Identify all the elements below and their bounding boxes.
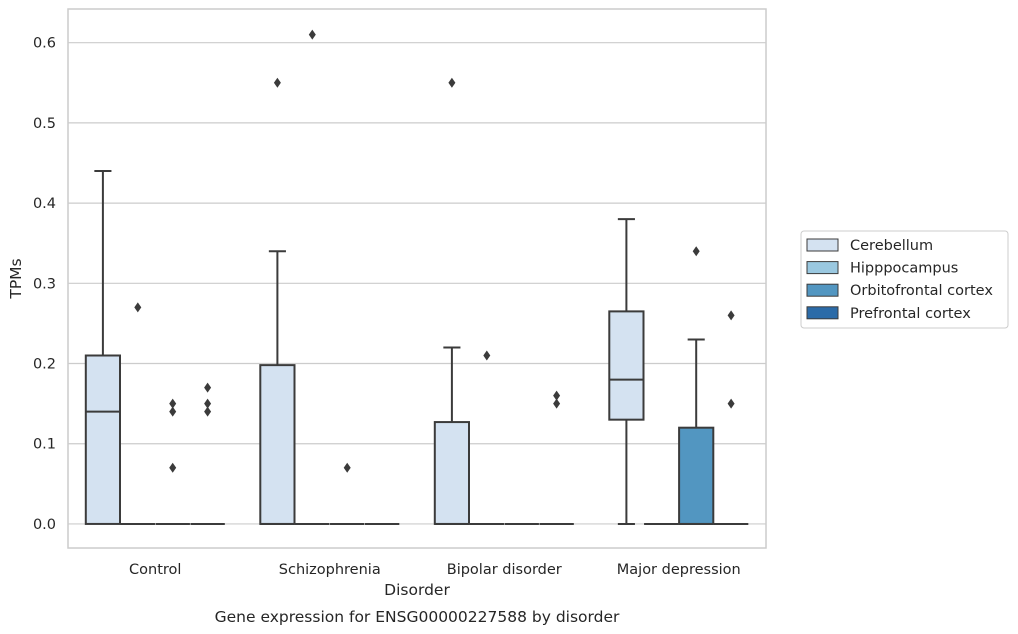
outlier-point bbox=[169, 462, 177, 473]
y-tick-label: 0.0 bbox=[33, 517, 56, 533]
legend-entry-label: Prefrontal cortex bbox=[850, 306, 971, 322]
boxes-layer bbox=[84, 29, 749, 525]
y-axis-label: TPMs bbox=[7, 258, 25, 299]
x-tick-label: Bipolar disorder bbox=[447, 562, 562, 578]
y-tick-label: 0.6 bbox=[33, 36, 56, 52]
box-orbitofrontal-cortex bbox=[330, 462, 365, 525]
y-tick-label: 0.3 bbox=[33, 276, 56, 292]
outlier-point bbox=[169, 398, 177, 409]
outlier-point bbox=[308, 29, 316, 40]
legend-swatch bbox=[806, 238, 839, 252]
legend-swatch bbox=[806, 261, 839, 275]
legend-entry-label: Orbitofrontal cortex bbox=[850, 283, 993, 299]
y-tick-label: 0.1 bbox=[33, 437, 56, 453]
y-tick-label: 0.5 bbox=[33, 116, 56, 132]
outlier-point bbox=[692, 246, 700, 257]
outlier-point bbox=[483, 350, 491, 361]
outlier-point bbox=[448, 77, 456, 88]
box-body bbox=[608, 310, 645, 421]
legend: Cerebellum Hipppocampus Orbitofrontal cort… bbox=[800, 230, 1009, 329]
box-body bbox=[84, 354, 122, 525]
legend-swatch bbox=[806, 283, 839, 297]
box-hipppocampus bbox=[295, 29, 330, 525]
outlier-point bbox=[204, 382, 212, 393]
outlier-point bbox=[273, 77, 281, 88]
ticks-layer: 0.0 0.1 0.2 0.3 0.4 0.5 0.6 Control Schizophreni… bbox=[33, 36, 741, 578]
outlier-point bbox=[553, 390, 561, 401]
outlier-point bbox=[204, 398, 212, 409]
box-orbitofrontal-cortex bbox=[678, 246, 715, 525]
outlier-point bbox=[134, 302, 142, 313]
legend-swatch bbox=[806, 306, 839, 320]
outlier-point bbox=[553, 398, 561, 409]
legend-entry-label: Hipppocampus bbox=[850, 261, 958, 277]
x-tick-label: Schizophrenia bbox=[279, 562, 381, 578]
chart-caption: Gene expression for ENSG00000227588 by d… bbox=[215, 608, 620, 626]
outlier-point bbox=[204, 406, 212, 417]
grid-layer bbox=[68, 42, 766, 525]
box-cerebellum bbox=[259, 77, 296, 525]
box-body bbox=[433, 421, 471, 525]
box-prefrontal-cortex bbox=[713, 310, 749, 525]
box-hipppocampus bbox=[469, 350, 504, 525]
y-tick-label: 0.2 bbox=[33, 357, 56, 373]
box-cerebellum bbox=[433, 77, 471, 525]
legend-frame bbox=[800, 230, 1009, 329]
box-cerebellum bbox=[84, 170, 122, 525]
y-tick-label: 0.4 bbox=[33, 196, 56, 212]
outlier-point bbox=[727, 398, 735, 409]
x-axis-label: Disorder bbox=[384, 581, 450, 599]
plot-frame bbox=[67, 8, 767, 549]
x-tick-label: Major depression bbox=[617, 562, 741, 578]
x-tick-label: Control bbox=[129, 562, 181, 578]
box-prefrontal-cortex bbox=[539, 390, 574, 525]
box-cerebellum bbox=[608, 218, 645, 525]
box-hipppocampus bbox=[120, 302, 155, 525]
outlier-point bbox=[343, 462, 351, 473]
box-prefrontal-cortex bbox=[190, 382, 225, 525]
box-orbitofrontal-cortex bbox=[155, 398, 190, 525]
box-body bbox=[259, 364, 296, 525]
outlier-point bbox=[727, 310, 735, 321]
legend-entry-label: Cerebellum bbox=[850, 238, 933, 254]
outlier-point bbox=[169, 406, 177, 417]
box-body bbox=[678, 426, 715, 525]
